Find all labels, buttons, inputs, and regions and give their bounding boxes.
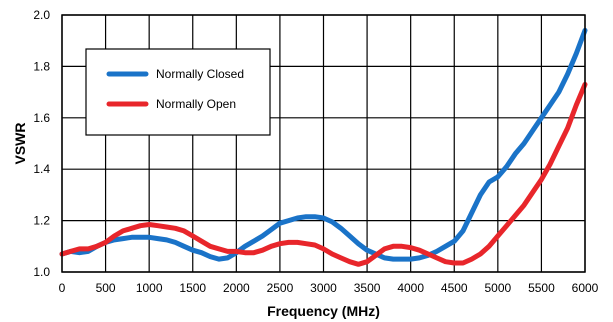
x-axis-title: Frequency (MHz) xyxy=(267,303,380,319)
series-lines xyxy=(59,27,588,267)
y-tick-label: 1.4 xyxy=(33,162,50,176)
series-line-normally-closed xyxy=(59,27,588,262)
x-tick-label: 3500 xyxy=(354,281,381,295)
plot-frame xyxy=(61,14,586,273)
x-tick-label: 2500 xyxy=(267,281,294,295)
y-tick-label: 1.8 xyxy=(33,59,50,73)
x-tick-label: 6000 xyxy=(572,281,599,295)
x-tick-label: 4000 xyxy=(397,281,424,295)
legend-label-normally-open: Normally Open xyxy=(156,97,236,111)
legend: Normally Closed Normally Open xyxy=(85,48,271,136)
x-tick-label: 5000 xyxy=(484,281,511,295)
x-tick-label: 3000 xyxy=(310,281,337,295)
y-axis-title: VSWR xyxy=(12,123,28,165)
x-tick-label: 1500 xyxy=(179,281,206,295)
legend-box xyxy=(85,48,271,136)
x-tick-label: 0 xyxy=(59,281,66,295)
y-tick-label: 1.6 xyxy=(33,111,50,125)
x-tick-label: 5500 xyxy=(528,281,555,295)
x-tick-label: 2000 xyxy=(223,281,250,295)
legend-label-normally-closed: Normally Closed xyxy=(156,67,244,81)
x-tick-labels: 0 500 1000 1500 2000 2500 3000 3500 4000 4500 5000… xyxy=(59,281,599,295)
x-tick-label: 500 xyxy=(96,281,116,295)
y-tick-labels: 1.0 1.2 1.4 1.6 1.8 2.0 xyxy=(33,8,50,279)
y-tick-label: 2.0 xyxy=(33,8,50,22)
series-line-normally-open xyxy=(59,81,588,267)
x-tick-label: 4500 xyxy=(441,281,468,295)
x-tick-label: 1000 xyxy=(136,281,163,295)
y-tick-label: 1.2 xyxy=(33,214,50,228)
y-tick-label: 1.0 xyxy=(33,265,50,279)
